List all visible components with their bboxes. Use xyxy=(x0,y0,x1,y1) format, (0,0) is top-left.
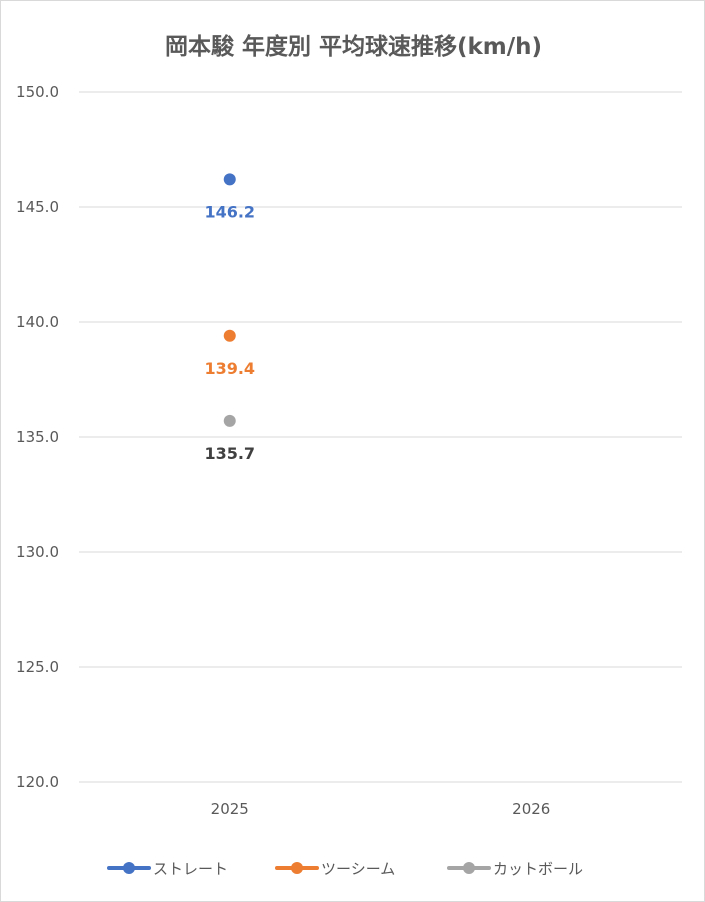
x-tick-label: 2026 xyxy=(512,800,550,818)
y-tick-label: 130.0 xyxy=(16,543,59,561)
y-tick-label: 125.0 xyxy=(16,658,59,676)
data-label: 139.4 xyxy=(204,359,255,378)
legend-swatch xyxy=(447,856,491,880)
legend-swatch xyxy=(107,856,151,880)
legend: ストレート ツーシーム カットボール xyxy=(1,856,705,880)
legend-label: ストレート xyxy=(153,859,229,878)
legend-swatch xyxy=(275,856,319,880)
data-point xyxy=(223,173,236,186)
y-tick-label: 145.0 xyxy=(16,198,59,216)
y-tick-label: 135.0 xyxy=(16,428,59,446)
legend-item: ストレート xyxy=(107,856,228,880)
data-label: 135.7 xyxy=(204,444,255,463)
y-tick-label: 120.0 xyxy=(16,773,59,791)
y-tick-label: 150.0 xyxy=(16,83,59,101)
data-point xyxy=(223,414,236,427)
legend-label: ツーシーム xyxy=(321,859,396,878)
data-point xyxy=(223,329,236,342)
legend-label: カットボール xyxy=(493,859,584,878)
legend-item: ツーシーム xyxy=(275,856,395,880)
legend-item: カットボール xyxy=(447,856,583,880)
x-tick-label: 2025 xyxy=(211,800,249,818)
data-label: 146.2 xyxy=(204,202,255,221)
y-tick-label: 140.0 xyxy=(16,313,59,331)
chart-title: 岡本駿 年度別 平均球速推移(km/h) xyxy=(164,34,543,60)
